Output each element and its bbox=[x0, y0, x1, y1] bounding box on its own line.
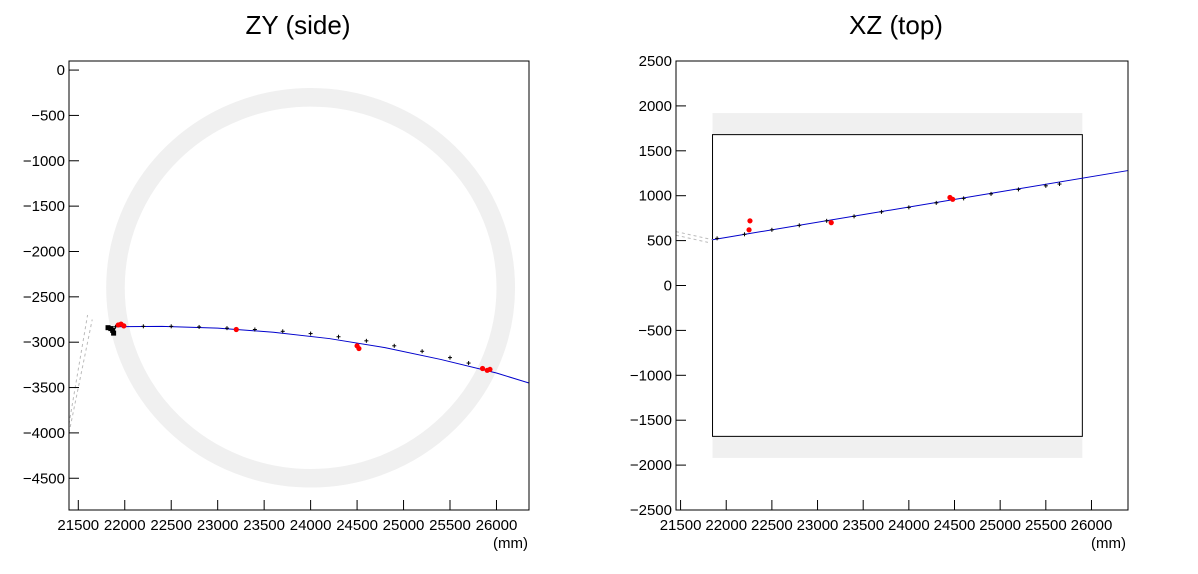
xz-x-tick-label: 24000 bbox=[888, 517, 930, 534]
zy-y-tick-label: −2500 bbox=[23, 289, 65, 306]
xz-x-tick-label: 23500 bbox=[842, 517, 884, 534]
zy-y-tick-label: −1500 bbox=[23, 198, 65, 215]
zy-x-tick-label: 22000 bbox=[104, 517, 146, 534]
zy-chart-title: ZY (side) bbox=[246, 10, 351, 40]
zy-deposit-point bbox=[121, 323, 127, 329]
xz-y-tick-label: −1000 bbox=[630, 367, 672, 384]
zy-deposit-point bbox=[479, 365, 486, 372]
xz-x-tick-label: 23000 bbox=[797, 517, 839, 534]
xz-track-fit bbox=[712, 170, 1129, 241]
xz-y-tick-label: 1500 bbox=[639, 143, 672, 160]
xz-x-tick-label: 21500 bbox=[660, 517, 702, 534]
xz-y-tick-label: 2500 bbox=[639, 53, 672, 70]
xz-x-tick-label: 22000 bbox=[705, 517, 747, 534]
xz-x-tick-label: 25500 bbox=[1025, 517, 1067, 534]
zy-y-tick-label: −3000 bbox=[23, 334, 65, 351]
zy-dark-hit bbox=[105, 325, 111, 331]
xz-deposit-point bbox=[747, 218, 753, 224]
xz-y-tick-label: 2000 bbox=[639, 98, 672, 115]
zy-side-panel: ZY (side) 21500 22000 22500 23000 23500 24000… bbox=[23, 10, 530, 552]
xz-x-axis-label: (mm) bbox=[1091, 535, 1126, 552]
xz-plot-area bbox=[675, 113, 1129, 458]
zy-x-axis: 21500 22000 22500 23000 23500 24000 24500 25000… bbox=[57, 500, 517, 534]
xz-top-panel: XZ (top) 21500 22000 22500 23000 23500 24000 2… bbox=[630, 10, 1129, 552]
zy-y-tick-label: −3500 bbox=[23, 380, 65, 397]
xz-detector-box bbox=[712, 134, 1083, 437]
zy-y-tick-label: −500 bbox=[31, 107, 65, 124]
zy-deposit-point bbox=[487, 366, 493, 373]
xz-y-tick-label: 500 bbox=[647, 233, 672, 250]
xz-y-tick-label: 1000 bbox=[639, 188, 672, 205]
zy-x-tick-label: 23000 bbox=[197, 517, 239, 534]
xz-x-tick-label: 26000 bbox=[1071, 517, 1113, 534]
zy-y-tick-label: −4000 bbox=[23, 425, 65, 442]
xz-y-tick-label: −2500 bbox=[630, 502, 672, 519]
xz-deposit-point bbox=[746, 227, 752, 233]
xz-dashed-line-0 bbox=[675, 231, 713, 241]
zy-dark-hit bbox=[111, 330, 117, 336]
zy-x-tick-label: 23500 bbox=[243, 517, 285, 534]
xz-deposit-point bbox=[950, 196, 956, 202]
xz-x-tick-label: 25000 bbox=[979, 517, 1021, 534]
zy-x-tick-label: 25000 bbox=[383, 517, 425, 534]
zy-x-axis-label: (mm) bbox=[493, 535, 528, 552]
xz-detector-band-1 bbox=[712, 436, 1083, 458]
zy-y-tick-label: −2000 bbox=[23, 243, 65, 260]
zy-y-tick-label: −4500 bbox=[23, 470, 65, 487]
zy-detector-ring bbox=[106, 87, 516, 488]
xz-x-tick-label: 22500 bbox=[751, 517, 793, 534]
xz-y-tick-label: −1500 bbox=[630, 412, 672, 429]
zy-y-tick-label: 0 bbox=[57, 62, 65, 79]
zy-y-tick-label: −1000 bbox=[23, 153, 65, 170]
zy-x-tick-label: 24000 bbox=[290, 517, 332, 534]
zy-x-tick-label: 21500 bbox=[57, 517, 99, 534]
zy-dark-hit bbox=[110, 327, 116, 333]
zy-plot-area bbox=[68, 87, 530, 488]
xz-x-tick-label: 24500 bbox=[934, 517, 976, 534]
zy-y-axis: 0 −500 −1000 −1500 −2000 −2500 −3000 −3500 −4000… bbox=[23, 62, 79, 487]
zy-x-tick-label: 26000 bbox=[476, 517, 518, 534]
xz-x-axis: 21500 22000 22500 23000 23500 24000 24500 25000… bbox=[660, 500, 1113, 534]
xz-y-tick-label: 0 bbox=[664, 278, 672, 295]
xz-deposit-point bbox=[828, 220, 834, 226]
xz-chart-title: XZ (top) bbox=[849, 10, 943, 40]
xz-detector-band-0 bbox=[712, 113, 1083, 135]
xz-y-axis: 2500 2000 1500 1000 500 0 −500 −1000 −1500 −2000 −… bbox=[630, 53, 686, 519]
zy-track-fit bbox=[115, 325, 530, 384]
zy-x-tick-label: 24500 bbox=[336, 517, 378, 534]
xz-y-tick-label: −500 bbox=[638, 322, 672, 339]
zy-dashed-line-1 bbox=[68, 319, 93, 433]
zy-plot-frame bbox=[68, 60, 530, 511]
zy-deposit-point bbox=[233, 326, 239, 333]
xz-dashed-line-1 bbox=[675, 234, 709, 243]
zy-x-tick-label: 22500 bbox=[150, 517, 192, 534]
zy-deposit-point bbox=[356, 345, 362, 352]
zy-x-tick-label: 25500 bbox=[429, 517, 471, 534]
xz-y-tick-label: −2000 bbox=[630, 457, 672, 474]
zy-dashed-line-0 bbox=[68, 314, 89, 424]
